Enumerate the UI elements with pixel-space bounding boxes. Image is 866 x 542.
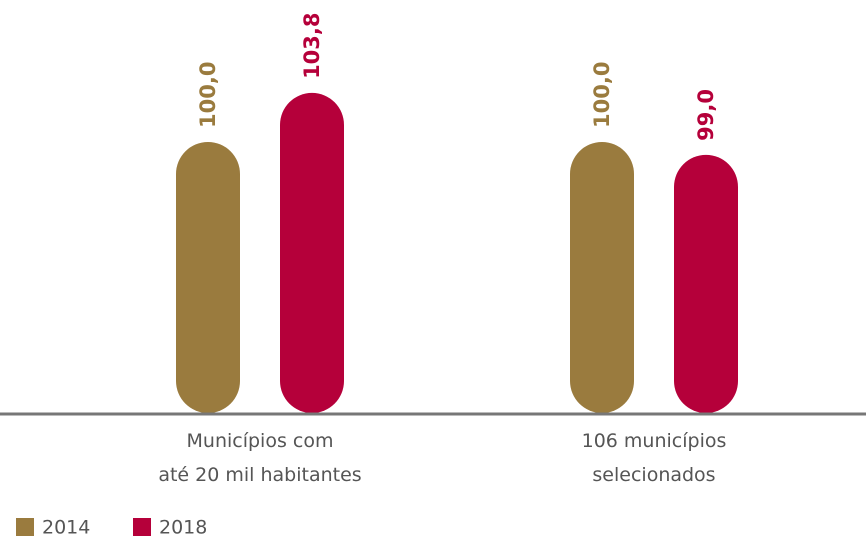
value-label: 103,8 bbox=[300, 12, 324, 78]
x-tick-label: 106 municípios selecionados bbox=[582, 430, 727, 486]
legend-label: 2014 bbox=[42, 517, 90, 539]
bar bbox=[280, 92, 344, 414]
x-tick-label-line: até 20 mil habitantes bbox=[158, 464, 361, 486]
bar bbox=[674, 154, 738, 413]
x-tick-label-line: selecionados bbox=[592, 464, 715, 486]
legend-swatch bbox=[16, 518, 34, 536]
legend-swatch bbox=[133, 518, 151, 536]
bar bbox=[176, 141, 240, 413]
legend-label: 2018 bbox=[159, 517, 207, 539]
x-tick-label-line: Municípios com bbox=[187, 430, 334, 452]
x-tick-label-line: 106 municípios bbox=[582, 430, 727, 452]
x-tick-label: Municípios com até 20 mil habitantes bbox=[158, 430, 361, 486]
value-label: 99,0 bbox=[694, 89, 718, 141]
bar bbox=[570, 141, 634, 413]
value-label: 100,0 bbox=[590, 62, 614, 128]
value-label: 100,0 bbox=[196, 62, 220, 128]
